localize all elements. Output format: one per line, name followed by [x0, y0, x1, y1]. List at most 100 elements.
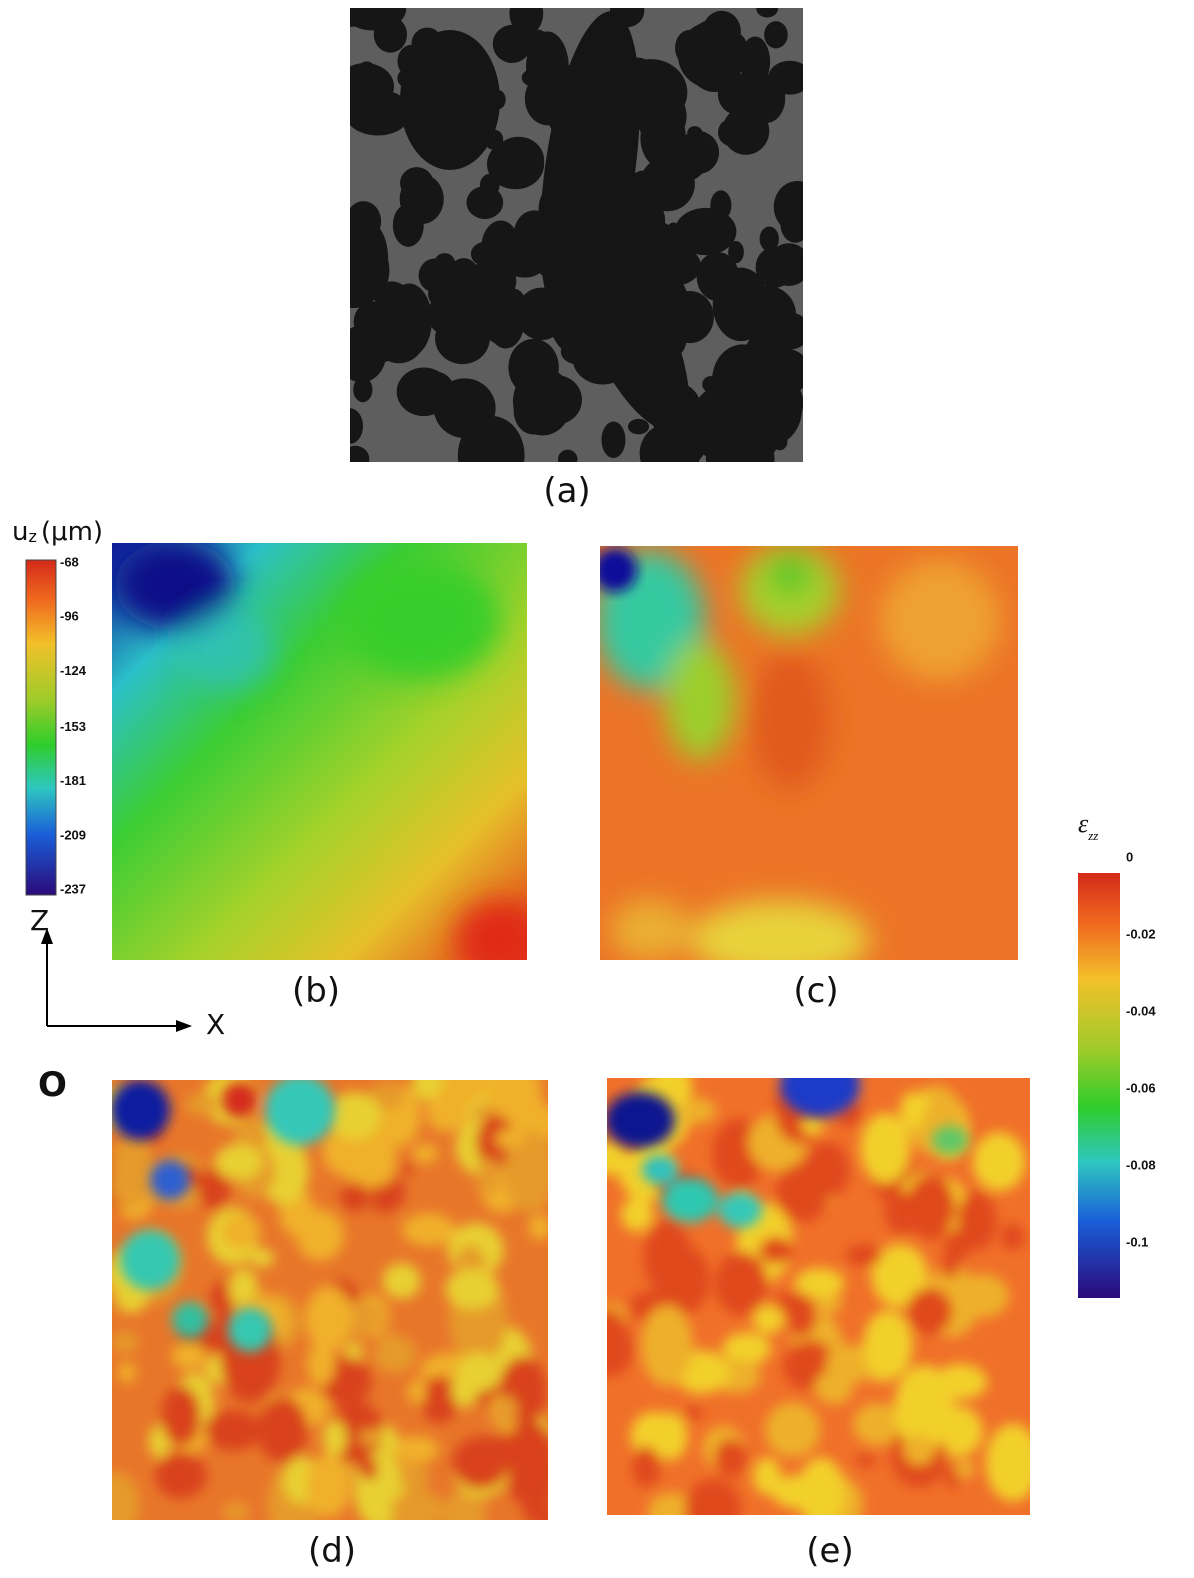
strain-map — [112, 1080, 548, 1520]
map-feature — [905, 1174, 956, 1240]
map-feature — [653, 1243, 710, 1316]
map-feature — [250, 1248, 275, 1268]
map-feature — [307, 1342, 335, 1386]
grain — [509, 8, 544, 36]
map-feature — [346, 1335, 364, 1348]
map-feature — [412, 1143, 438, 1164]
subscript: z — [28, 527, 36, 546]
grain — [428, 277, 470, 311]
map-feature — [863, 1310, 913, 1380]
map-feature — [420, 1375, 459, 1424]
panel-label: (b) — [292, 971, 340, 1011]
colorbar — [25, 559, 57, 896]
colorbar-tick-label: -68 — [60, 554, 79, 569]
grain — [474, 450, 490, 462]
map-feature — [382, 1263, 421, 1300]
subscript: zz — [1087, 828, 1098, 843]
map-feature — [112, 1471, 140, 1520]
map-feature — [223, 1501, 249, 1520]
grain — [718, 118, 744, 147]
map-feature — [932, 1125, 968, 1155]
grain — [374, 281, 409, 311]
panel-label: (a) — [543, 471, 590, 511]
map-feature — [398, 1163, 415, 1174]
map-feature — [845, 1244, 882, 1267]
map-feature — [903, 1434, 935, 1465]
grain — [400, 167, 434, 199]
arrow-head — [176, 1020, 192, 1032]
map-feature — [825, 1344, 876, 1383]
grain — [373, 16, 408, 53]
grain — [350, 445, 370, 462]
map-feature — [620, 1197, 654, 1232]
grain — [372, 310, 426, 364]
colorbar-tick-label: -181 — [60, 773, 86, 788]
grain — [353, 377, 373, 403]
grain — [496, 153, 525, 176]
micrograph — [350, 8, 803, 462]
map-features — [112, 1080, 335, 1352]
panel-label: (c) — [793, 971, 838, 1011]
grain — [702, 376, 719, 393]
map-feature — [503, 1131, 548, 1213]
map-feature — [221, 1214, 261, 1249]
colorbar-tick-label: 0 — [1126, 849, 1133, 864]
map-features — [115, 543, 527, 960]
grain — [350, 219, 389, 298]
map-feature — [654, 1412, 688, 1461]
map-feature — [112, 1156, 148, 1208]
map-feature — [171, 1341, 207, 1370]
map-feature — [884, 1191, 920, 1235]
map-feature — [222, 1082, 258, 1118]
map-feature — [714, 1251, 768, 1316]
map-feature — [369, 1184, 398, 1208]
map-feature — [794, 1267, 845, 1299]
map-feature — [912, 1093, 930, 1109]
map-feature — [797, 1457, 846, 1515]
grain — [702, 10, 741, 53]
grain — [460, 298, 490, 331]
colorbar-tick-label: -237 — [60, 881, 86, 896]
colorbar-tick-label: -96 — [60, 609, 79, 624]
symbol: ε — [1078, 809, 1089, 838]
map-feature — [322, 1419, 347, 1457]
map-feature — [607, 1323, 634, 1376]
grain — [734, 411, 779, 462]
grain — [764, 21, 788, 49]
map-feature — [306, 1453, 351, 1518]
map-feature — [714, 1438, 747, 1477]
map-feature — [112, 1080, 170, 1140]
map-feature — [722, 1332, 771, 1366]
map-feature — [378, 1331, 399, 1362]
map-feature — [425, 1094, 469, 1132]
colorbar-title: εzz — [1078, 809, 1098, 843]
map-feature — [391, 1489, 445, 1520]
colorbar-tick-label: -0.06 — [1126, 1080, 1156, 1095]
grain — [759, 226, 779, 252]
map-feature — [330, 1401, 385, 1470]
map-feature — [327, 1091, 382, 1140]
panel-label: (d) — [308, 1531, 356, 1571]
map-feature — [203, 1410, 262, 1451]
map-feature — [507, 1420, 548, 1480]
map-feature — [407, 1379, 427, 1405]
unit: (μm) — [41, 517, 103, 547]
map-feature — [1000, 1223, 1025, 1251]
grain — [501, 288, 527, 322]
strain-map — [607, 1078, 1030, 1515]
colorbar-tick-label: -124 — [60, 663, 87, 678]
axis-indicator — [46, 940, 180, 1027]
map-feature — [753, 1304, 785, 1334]
map-feature — [775, 1163, 829, 1223]
map-feature — [954, 1459, 975, 1479]
map-feature — [234, 1116, 268, 1154]
map-feature — [684, 1479, 742, 1515]
map-feature — [941, 1252, 960, 1279]
map-feature — [906, 1287, 953, 1336]
map-feature — [209, 1281, 236, 1316]
map-feature — [678, 1097, 716, 1124]
symbol: u — [12, 517, 28, 547]
map-feature — [718, 1192, 762, 1228]
grain — [522, 29, 552, 59]
map-feature — [442, 1489, 486, 1520]
